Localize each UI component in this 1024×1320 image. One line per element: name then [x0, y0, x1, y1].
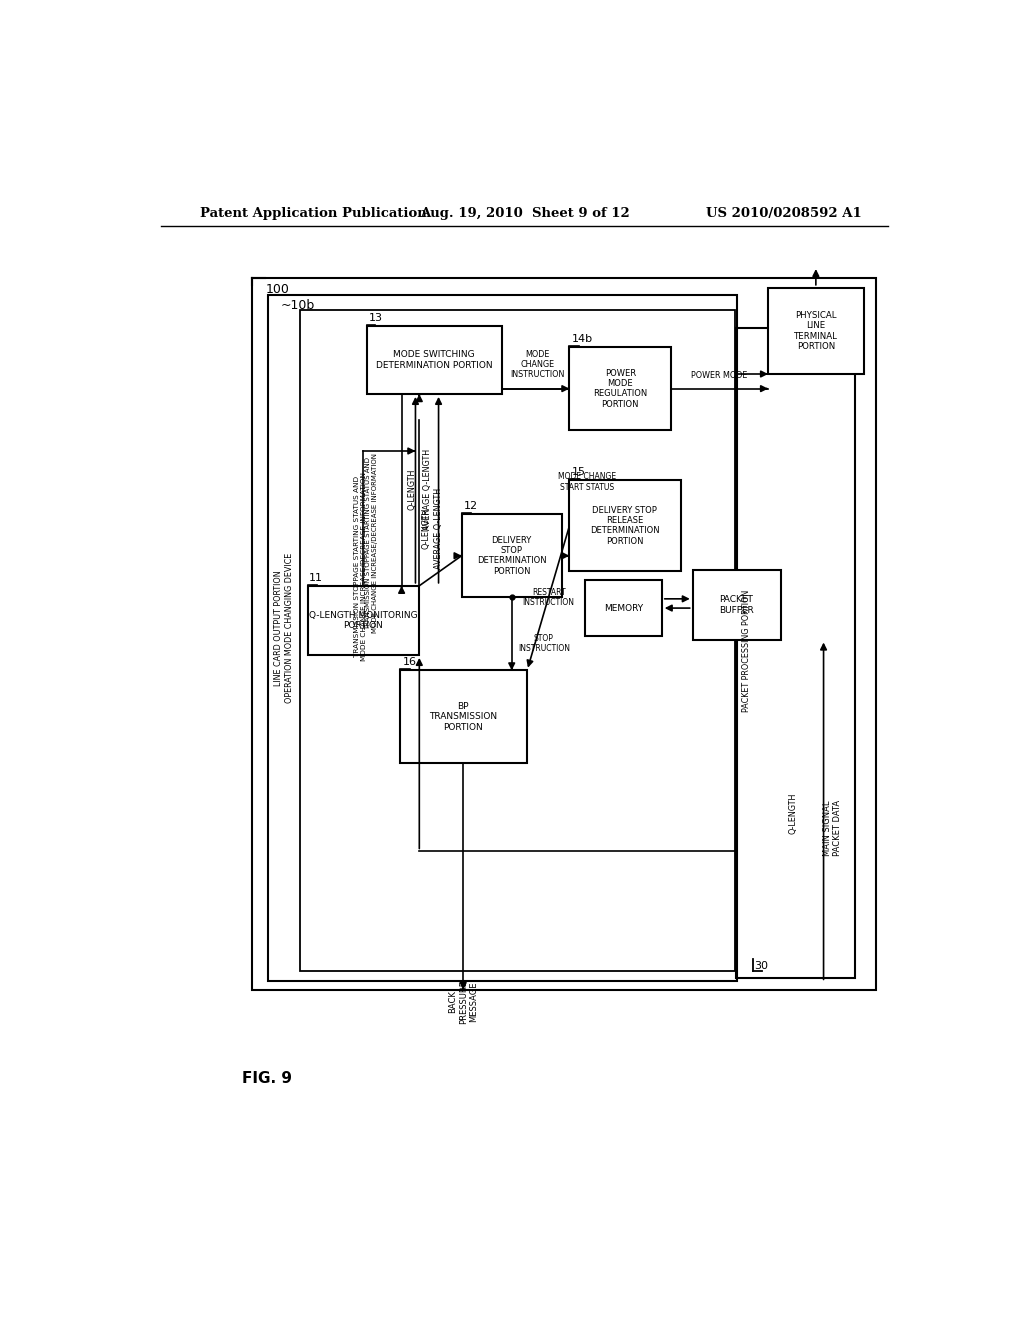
Text: TRANSMISSION STOPPAGE STARTING STATUS AND
MODE CHANGE INCREASE/DECREASE INFORMAT: TRANSMISSION STOPPAGE STARTING STATUS AN…: [353, 473, 367, 661]
Text: Q-LENGTH: Q-LENGTH: [422, 507, 431, 549]
Text: BACK
PRESSURE
MESSAGE: BACK PRESSURE MESSAGE: [449, 979, 478, 1023]
Bar: [569, 480, 681, 572]
Text: 15: 15: [571, 467, 586, 478]
Text: MEMORY: MEMORY: [604, 603, 643, 612]
Text: DELIVERY
STOP
DETERMINATION
PORTION: DELIVERY STOP DETERMINATION PORTION: [477, 536, 547, 576]
Text: 30: 30: [755, 961, 768, 970]
Text: 13: 13: [370, 313, 383, 323]
Text: US 2010/0208592 A1: US 2010/0208592 A1: [707, 207, 862, 220]
Text: TRANSMISSION STOPPAGE STARTING STATUS AND
MODE CHANGE INCREASE/DECREASE INFORMAT: TRANSMISSION STOPPAGE STARTING STATUS AN…: [366, 453, 378, 634]
Text: Q-LENGTH: Q-LENGTH: [408, 469, 416, 511]
Text: LINE CARD OUTPUT PORTION: LINE CARD OUTPUT PORTION: [273, 570, 283, 686]
Text: 11: 11: [309, 573, 324, 583]
Text: PHYSICAL
LINE
TERMINAL
PORTION: PHYSICAL LINE TERMINAL PORTION: [794, 310, 838, 351]
Text: 12: 12: [464, 502, 478, 511]
Bar: [569, 347, 671, 430]
Bar: [462, 515, 562, 598]
Bar: [400, 671, 527, 763]
Text: MODE SWITCHING
DETERMINATION PORTION: MODE SWITCHING DETERMINATION PORTION: [376, 350, 493, 370]
Text: OPERATION MODE CHANGING DEVICE: OPERATION MODE CHANGING DEVICE: [286, 553, 295, 704]
Bar: [768, 288, 864, 374]
Text: 16: 16: [402, 657, 417, 668]
Text: MODE CHANGE
START STATUS: MODE CHANGE START STATUS: [558, 473, 616, 491]
Text: AVERAGE Q-LENGTH: AVERAGE Q-LENGTH: [423, 449, 431, 531]
Text: MAIN SIGNAL
PACKET DATA: MAIN SIGNAL PACKET DATA: [823, 800, 843, 857]
Text: Patent Application Publication: Patent Application Publication: [200, 207, 427, 220]
Bar: [585, 581, 662, 636]
Bar: [307, 586, 419, 655]
Text: PACKET
BUFFER: PACKET BUFFER: [719, 595, 754, 615]
Text: BP
TRANSMISSION
PORTION: BP TRANSMISSION PORTION: [429, 702, 498, 731]
Text: Q-LENGTH: Q-LENGTH: [788, 792, 798, 834]
Text: AVERAGE Q-LENGTH: AVERAGE Q-LENGTH: [434, 487, 443, 569]
Text: FIG. 9: FIG. 9: [243, 1071, 292, 1086]
Text: Q-LENGTH MONITORING
PORTION: Q-LENGTH MONITORING PORTION: [309, 611, 418, 630]
Text: POWER MODE: POWER MODE: [691, 371, 748, 380]
Text: POWER
MODE
REGULATION
PORTION: POWER MODE REGULATION PORTION: [593, 368, 647, 409]
Text: RESTART
INSTRUCTION: RESTART INSTRUCTION: [522, 587, 574, 607]
Text: DELIVERY STOP
RELEASE
DETERMINATION
PORTION: DELIVERY STOP RELEASE DETERMINATION PORT…: [590, 506, 659, 545]
Bar: [692, 570, 781, 640]
Text: Aug. 19, 2010  Sheet 9 of 12: Aug. 19, 2010 Sheet 9 of 12: [420, 207, 630, 220]
Bar: [252, 277, 876, 990]
Text: 14b: 14b: [571, 334, 593, 345]
Text: MODE
CHANGE
INSTRUCTION: MODE CHANGE INSTRUCTION: [510, 350, 564, 379]
Text: STOP
INSTRUCTION: STOP INSTRUCTION: [518, 634, 570, 653]
Bar: [367, 326, 502, 395]
Text: 100: 100: [265, 284, 289, 296]
Text: PACKET PROCESSING PORTION: PACKET PROCESSING PORTION: [742, 590, 751, 713]
Bar: [300, 310, 735, 970]
Text: ~10b: ~10b: [281, 298, 315, 312]
Bar: [267, 296, 737, 981]
Bar: [736, 327, 855, 978]
